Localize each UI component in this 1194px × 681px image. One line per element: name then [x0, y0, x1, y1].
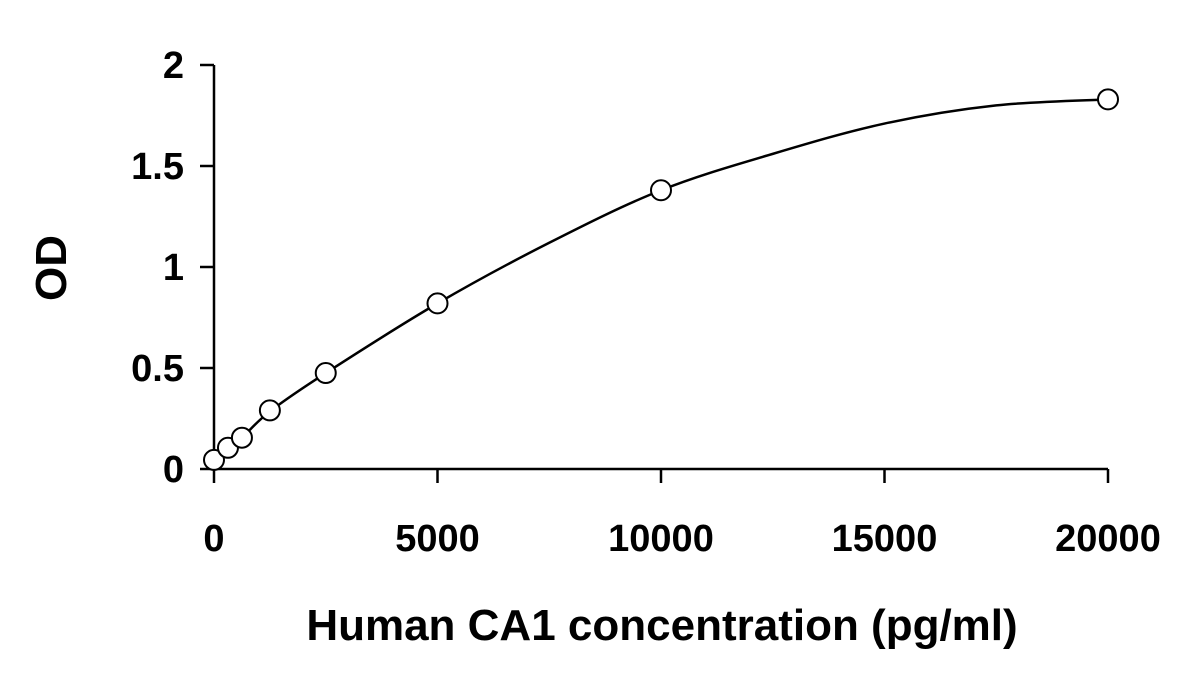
x-tick-label: 10000	[608, 518, 714, 560]
y-tick-label: 1.5	[131, 146, 184, 188]
data-point	[426, 292, 449, 315]
data-point	[203, 448, 225, 471]
y-tick-label: 2	[163, 45, 184, 87]
x-axis: 0 5000 10000 15000 20000	[203, 467, 1161, 560]
y-axis-title: OD	[27, 235, 76, 301]
x-tick-label: 15000	[832, 518, 938, 560]
data-point	[258, 399, 281, 422]
y-tick-label: 1	[163, 247, 184, 289]
fit-curve	[213, 98, 1109, 461]
data-point	[230, 426, 253, 449]
y-tick-label: 0.5	[131, 348, 184, 390]
fit-curve-group	[213, 98, 1109, 461]
y-axis: 0 0.5 1 1.5 2	[131, 45, 216, 491]
data-points	[203, 88, 1119, 471]
y-tick-label: 0	[163, 449, 184, 491]
x-tick-label: 20000	[1055, 518, 1161, 560]
x-tick-label: 5000	[395, 518, 480, 560]
data-point	[314, 362, 337, 385]
data-point	[1097, 88, 1119, 111]
data-point	[650, 179, 672, 202]
x-tick-label: 0	[203, 518, 224, 560]
x-axis-title: Human CA1 concentration (pg/ml)	[306, 601, 1017, 650]
